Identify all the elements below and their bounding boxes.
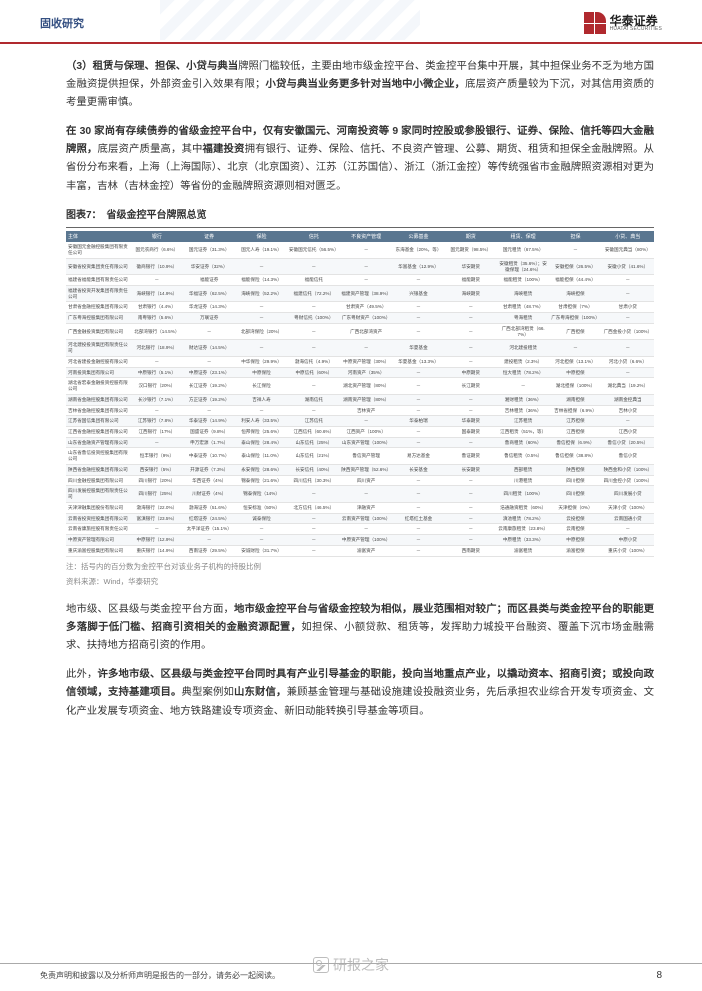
table-col-header: 公募基金 [392,231,444,242]
table-note-1: 注：括号内的百分数为金控平台对该业务子机构的持股比例 [66,561,654,572]
table-col-header: 银行 [131,231,183,242]
header-decor [160,0,420,40]
table-row: 湖南省金融控股集团有限公司长沙银行（7.1%）方正证券（19.2%）吉祥人寿湖南… [66,394,654,405]
table-row: 山东省鲁信投资控股集团有限公司恒丰银行（9%）中泰证券（10.7%）泰山保险（1… [66,448,654,464]
table-row: 河北建投投资集团有限责任公司河北银行（18.9%）财达证券（14.5%）－－－华… [66,340,654,356]
table-note-2: 资料来源：Wind，华泰研究 [66,576,654,587]
footer-page-num: 8 [656,970,662,981]
table-row: 广西金融投资集团有限公司北部湾银行（14.5%）－北部湾保险（20%）－广西北部… [66,323,654,339]
logo-text-cn: 华泰证券 [610,15,662,27]
logo-mark-icon [584,12,606,34]
doc-category: 固收研究 [40,15,84,31]
table-col-header: 主体 [66,231,131,242]
table-col-header: 租赁、保理 [497,231,549,242]
table-col-header: 担保 [549,231,601,242]
table-col-header: 小贷、典当 [602,231,654,242]
figure-title: 图表7： 省级金控平台牌照总览 [66,207,654,228]
table-col-header: 期货 [445,231,497,242]
table-row: 云南省投资控股集团有限公司富滇银行（23.5%）红塔证券（24.5%）诚泰保险－… [66,513,654,524]
table-row: 安徽国元金融控股集团有限责任公司国元农商行（6.6%）国元证券（31.3%）国元… [66,242,654,258]
footer-disclaimer: 免责声明和披露以及分析师声明是报告的一部分，请务必一起阅读。 [40,970,280,981]
table-row: 福建省投资开发集团有限责任公司海峡银行（14.9%）华福证券（62.5%）海峡保… [66,285,654,301]
table-row: 安徽省投资集团责任有限公司徽商银行（10.9%）华安证券（32%）－－－华富基金… [66,258,654,274]
paragraph-2: 在 30 家尚有存续债券的省级金控平台中，仅有安徽国元、河南投资等 9 家同时控… [66,123,654,195]
license-table: 主体银行证券保险信托不良资产管理公募基金期货租赁、保理担保小贷、典当安徽国元金融… [66,231,654,556]
table-row: 四川发展控股集团有限责任公司四川银行（25%）川财证券（4%）锦泰保险（14%）… [66,486,654,502]
table-row: 福建省福能集团有限责任公司－福能证券福能保险（14.3%）福能信托－－福能期货福… [66,275,654,286]
table-row: 陕西省金融控股集团有限公司西安银行（5%）开源证券（7.3%）永安保险（28.6… [66,464,654,475]
table-row: 山东省金融资产管理有限公司－申万宏源（1.7%）泰山保险（28.4%）山东信托（… [66,437,654,448]
logo-text-en: HUATAI SECURITIES [610,27,662,32]
brand-logo: 华泰证券 HUATAI SECURITIES [584,12,662,34]
table-row: 河南投资集团有限公司中原银行（5.1%）中原证券（23.1%）中原保险中原信托（… [66,367,654,378]
table-row: 四川金融控股集团有限公司四川银行（20%）华西证券（4%）锦泰保险（21.6%）… [66,475,654,486]
table-col-header: 证券 [183,231,235,242]
table-row: 江西省金融控股集团有限公司江西银行（17%）国盛证券（9.8%）恒邦保险（25.… [66,426,654,437]
table-row: 江苏省国信集团有限公司江苏银行（7.8%）华泰证券（14.9%）利安人寿（33.… [66,416,654,427]
table-row: 云南省康旅控股有限责任公司－太平洋证券（15.1%）－－－－－云南康旅租赁（23… [66,524,654,535]
table-row: 河北省建投金融控股有限公司－－中华保险（29.9%）渤海信托（4.9%）中原资产… [66,356,654,367]
table-row: 重庆渝富控股集团有限公司重庆银行（14.9%）西南证券（29.5%）安诚财险（3… [66,545,654,556]
table-row: 甘肃省金融控股集团有限公司甘肃银行（4.4%）华龙证券（14.3%）－－甘肃资产… [66,302,654,313]
table-col-header: 不良资产管理 [340,231,392,242]
table-row: 天津津融集团股份有限公司渤海银行（22.0%）渤海证券（51.6%）恒安标准（5… [66,502,654,513]
paragraph-4: 此外，许多地市级、区县级与类金控平台同时具有产业引导基金的职能，投向当地重点产业… [66,666,654,720]
table-row: 湖北省宏泰金融投资控股有限公司汉口银行（20%）长江证券（19.2%）长江保险－… [66,378,654,394]
paragraph-1: （3）租赁与保理、担保、小贷与典当牌照门槛较低，主要由地市级金控平台、类金控平台… [66,58,654,112]
paragraph-3: 地市级、区县级与类金控平台方面，地市级金控平台与省级金控较为相似，展业范围相对较… [66,601,654,655]
table-row: 吉林省金融控股集团有限公司－－－－吉林资产－－吉林租赁（36%）吉林省担保（6.… [66,405,654,416]
table-row: 广东粤海控股集团有限公司南粤银行（5.6%）万联证券－粤财信托（100%）广东粤… [66,313,654,324]
table-col-header: 保险 [235,231,287,242]
table-col-header: 信托 [288,231,340,242]
table-row: 中原资产管理有限公司中原银行（12.9%）－－－中原资产管理（100%）－－中原… [66,535,654,546]
